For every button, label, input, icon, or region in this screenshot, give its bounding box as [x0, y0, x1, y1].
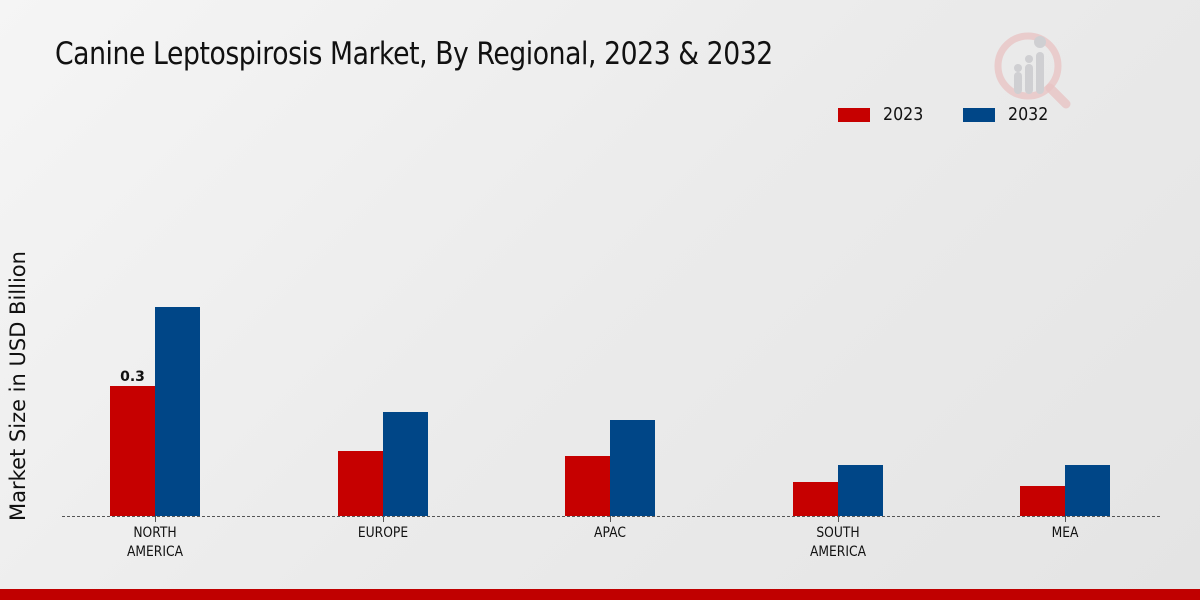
bar-apac-2032[interactable] — [610, 420, 655, 516]
bar-europe-2023[interactable] — [338, 451, 383, 516]
bar-north-america-2032[interactable] — [155, 307, 200, 516]
x-label-europe: EUROPE — [330, 524, 436, 543]
plot-area: 0.3 — [62, 120, 1160, 516]
x-tick — [610, 516, 611, 522]
legend-label: 2032 — [1007, 104, 1049, 125]
bar-south-america-2032[interactable] — [838, 465, 883, 516]
x-label-line: SOUTH — [816, 525, 860, 541]
bar-europe-2032[interactable] — [383, 412, 428, 516]
bar-mea-2032[interactable] — [1065, 465, 1110, 516]
bar-mea-2023[interactable] — [1020, 486, 1065, 516]
y-axis-label: Market Size in USD Billion — [6, 251, 30, 521]
x-label-line: AMERICA — [126, 544, 184, 560]
x-label-line: APAC — [594, 525, 626, 541]
legend-label: 2023 — [883, 104, 924, 125]
legend: 2023 2032 — [838, 104, 1088, 125]
legend-item-2023[interactable]: 2023 — [838, 104, 929, 125]
x-label-line: AMERICA — [809, 544, 867, 560]
legend-swatch-2032 — [962, 107, 995, 122]
x-label-south-america: SOUTH AMERICA — [785, 524, 891, 562]
bar-south-america-2023[interactable] — [793, 482, 838, 516]
bar-apac-2023[interactable] — [565, 456, 610, 516]
x-tick — [838, 516, 839, 522]
x-tick — [1065, 516, 1066, 522]
bar-north-america-2023[interactable] — [110, 386, 155, 516]
data-label-north-america-2023: 0.3 — [120, 369, 145, 385]
footer-accent-bar — [0, 589, 1200, 600]
x-label-line: MEA — [1051, 525, 1079, 541]
x-tick — [155, 516, 156, 522]
x-axis-baseline — [62, 516, 1160, 517]
legend-item-2032[interactable]: 2032 — [962, 104, 1054, 125]
brand-logo-icon — [994, 32, 1071, 109]
chart-title: Canine Leptospirosis Market, By Regional… — [55, 36, 773, 72]
x-tick — [383, 516, 384, 522]
legend-swatch-2023 — [838, 107, 870, 122]
x-label-apac: APAC — [557, 524, 663, 543]
x-label-mea: MEA — [1012, 524, 1118, 543]
x-label-line: NORTH — [133, 525, 177, 541]
x-label-line: EUROPE — [357, 525, 409, 541]
x-label-north-america: NORTH AMERICA — [102, 524, 208, 562]
